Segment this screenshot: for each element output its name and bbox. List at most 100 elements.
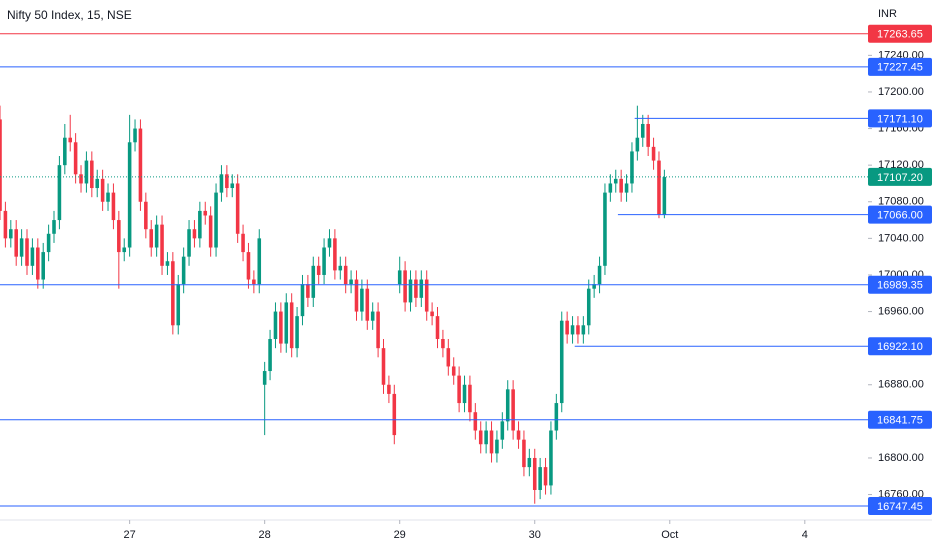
- candle-body: [554, 403, 559, 431]
- candle-body: [160, 224, 164, 266]
- candle-body: [181, 256, 186, 285]
- candle-body: [30, 247, 35, 266]
- candle-body: [576, 325, 580, 335]
- candle-body: [84, 160, 89, 184]
- candle-body: [608, 183, 613, 193]
- candle-body: [478, 430, 483, 445]
- candle-body: [235, 183, 240, 234]
- candle-body: [262, 371, 267, 385]
- candle-body: [230, 183, 235, 189]
- candle-body: [511, 389, 515, 431]
- level-label: 17263.65: [877, 29, 923, 41]
- y-tick-label: 17040.00: [878, 232, 924, 244]
- candle-body: [381, 348, 386, 385]
- level-label: 17066.00: [877, 209, 923, 221]
- candle-body: [122, 247, 127, 253]
- candle-body: [25, 238, 29, 266]
- candle-body: [451, 366, 456, 376]
- candle-body: [300, 284, 305, 317]
- candle-body: [79, 174, 83, 184]
- candle-body: [322, 247, 326, 275]
- candle-body: [403, 270, 407, 303]
- level-label-box: [868, 410, 932, 429]
- candle-body: [549, 430, 553, 486]
- candle-body: [14, 229, 18, 257]
- candle-body: [657, 160, 661, 215]
- candle-body: [624, 183, 629, 193]
- candle-body: [36, 247, 40, 280]
- candle-body: [370, 311, 375, 321]
- candle-body: [435, 316, 440, 340]
- candle-body: [597, 265, 602, 285]
- x-tick-label: 27: [124, 529, 136, 541]
- level-label: 16747.45: [877, 501, 923, 513]
- level-label: 16989.35: [877, 280, 923, 292]
- level-label: 16922.10: [877, 341, 923, 353]
- level-label-box: [868, 337, 932, 356]
- level-label: 17227.45: [877, 62, 923, 74]
- candle-body: [289, 302, 294, 349]
- level-label: 16841.75: [877, 415, 923, 427]
- candle-body: [651, 146, 656, 161]
- candle-body: [284, 302, 289, 344]
- last-price-label: 17107.20: [877, 172, 923, 184]
- candle-body: [268, 339, 272, 372]
- candle-body: [73, 142, 78, 175]
- candle-body: [446, 348, 451, 367]
- candle-body: [90, 160, 94, 189]
- candle-body: [0, 119, 2, 211]
- candle-body: [538, 467, 542, 490]
- candle-body: [581, 325, 586, 335]
- last-price-box: [868, 167, 932, 186]
- candle-body: [68, 137, 73, 143]
- candle-body: [376, 311, 380, 349]
- x-tick-label: 4: [802, 529, 808, 541]
- y-tick-label: 16800.00: [878, 452, 924, 464]
- candle-body: [441, 339, 445, 349]
- candle-body: [635, 137, 640, 152]
- candle-body: [208, 215, 213, 248]
- candle-body: [63, 137, 67, 166]
- y-tick-label: 16880.00: [878, 379, 924, 391]
- candle-body: [473, 412, 478, 431]
- candle-body: [419, 279, 424, 298]
- candle-body: [327, 238, 332, 248]
- candle-body: [387, 384, 391, 394]
- candle-body: [360, 288, 364, 312]
- candle-body: [457, 375, 461, 404]
- candle-body: [397, 270, 402, 285]
- candle-body: [279, 311, 283, 344]
- candle-body: [408, 279, 413, 303]
- y-tick-label: 17080.00: [878, 196, 924, 208]
- candle-body: [516, 430, 521, 440]
- candle-body: [543, 467, 548, 486]
- candle-body: [484, 430, 488, 445]
- candle-body: [198, 210, 202, 239]
- candle-body: [646, 123, 650, 147]
- candle-body: [392, 393, 397, 436]
- candle-body: [468, 384, 472, 413]
- level-label-box: [868, 57, 932, 76]
- candle-body: [570, 325, 575, 335]
- candle-body: [619, 178, 623, 193]
- candle-body: [662, 177, 667, 215]
- candle-body: [176, 284, 181, 326]
- candle-body: [257, 238, 262, 285]
- candle-body: [106, 192, 110, 202]
- candle-body: [489, 430, 494, 454]
- candle-body: [414, 279, 418, 298]
- candle-body: [46, 233, 51, 253]
- y-tick-label: 16960.00: [878, 305, 924, 317]
- candle-body: [219, 174, 224, 193]
- level-label-box: [868, 24, 932, 43]
- candle-body: [171, 261, 175, 326]
- candle-body: [559, 320, 564, 404]
- candle-body: [95, 178, 100, 189]
- x-tick-label: 29: [394, 529, 406, 541]
- candle-body: [592, 284, 596, 289]
- level-label-box: [868, 275, 932, 294]
- candle-body: [144, 201, 148, 230]
- x-tick-label: Oct: [661, 529, 678, 541]
- candle-body: [586, 288, 591, 326]
